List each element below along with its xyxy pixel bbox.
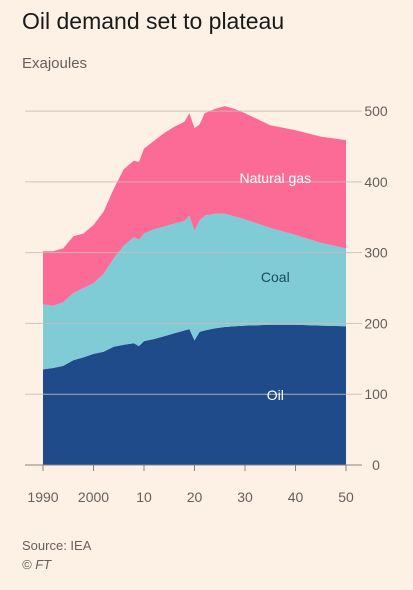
area-oil: [43, 324, 346, 465]
x-tick-label: 50: [338, 489, 354, 505]
x-tick-label: 40: [288, 489, 304, 505]
y-tick-label: 100: [364, 386, 388, 402]
chart-subtitle: Exajoules: [22, 55, 88, 72]
series-label-coal: Coal: [261, 269, 290, 285]
y-tick-label: 400: [364, 174, 388, 190]
y-tick-label: 200: [364, 315, 388, 331]
copyright-credit: © FT: [22, 557, 52, 572]
source-note: Source: IEA: [22, 538, 92, 553]
chart-footer: Source: IEA © FT: [22, 536, 91, 574]
x-tick-label: 2000: [78, 489, 109, 505]
chart-title: Oil demand set to plateau: [22, 8, 285, 34]
y-tick-label: 300: [364, 245, 388, 261]
area-natural-gas: [43, 106, 346, 306]
y-tick-label: 500: [364, 103, 388, 119]
x-tick-label: 10: [136, 489, 152, 505]
x-tick-label: 20: [187, 489, 203, 505]
series-label-oil: Oil: [267, 387, 284, 403]
x-tick-label: 30: [237, 489, 253, 505]
x-tick-label: 1990: [27, 489, 58, 505]
series-label-natural-gas: Natural gas: [240, 170, 312, 186]
y-tick-label: 0: [372, 457, 380, 473]
